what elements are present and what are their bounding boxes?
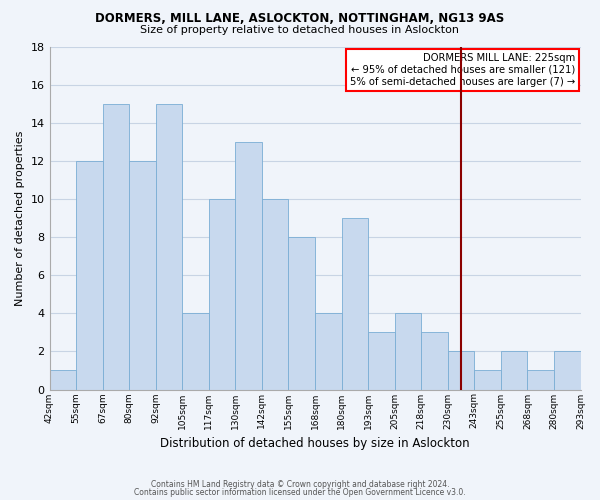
Bar	[554, 352, 581, 390]
Bar	[448, 352, 475, 390]
Bar	[103, 104, 129, 390]
Text: DORMERS, MILL LANE, ASLOCKTON, NOTTINGHAM, NG13 9AS: DORMERS, MILL LANE, ASLOCKTON, NOTTINGHA…	[95, 12, 505, 26]
Bar	[475, 370, 501, 390]
Bar	[50, 370, 76, 390]
Bar	[315, 314, 341, 390]
Bar	[368, 332, 395, 390]
Bar	[156, 104, 182, 390]
Text: DORMERS MILL LANE: 225sqm
← 95% of detached houses are smaller (121)
5% of semi-: DORMERS MILL LANE: 225sqm ← 95% of detac…	[350, 54, 575, 86]
Bar	[76, 161, 103, 390]
Y-axis label: Number of detached properties: Number of detached properties	[15, 130, 25, 306]
Bar	[527, 370, 554, 390]
Text: Contains HM Land Registry data © Crown copyright and database right 2024.: Contains HM Land Registry data © Crown c…	[151, 480, 449, 489]
Text: Contains public sector information licensed under the Open Government Licence v3: Contains public sector information licen…	[134, 488, 466, 497]
Text: Size of property relative to detached houses in Aslockton: Size of property relative to detached ho…	[140, 25, 460, 35]
Bar	[235, 142, 262, 390]
Bar	[262, 199, 289, 390]
Bar	[129, 161, 156, 390]
Bar	[341, 218, 368, 390]
Bar	[209, 199, 235, 390]
Bar	[421, 332, 448, 390]
Bar	[289, 237, 315, 390]
X-axis label: Distribution of detached houses by size in Aslockton: Distribution of detached houses by size …	[160, 437, 470, 450]
Bar	[395, 314, 421, 390]
Bar	[182, 314, 209, 390]
Bar	[501, 352, 527, 390]
